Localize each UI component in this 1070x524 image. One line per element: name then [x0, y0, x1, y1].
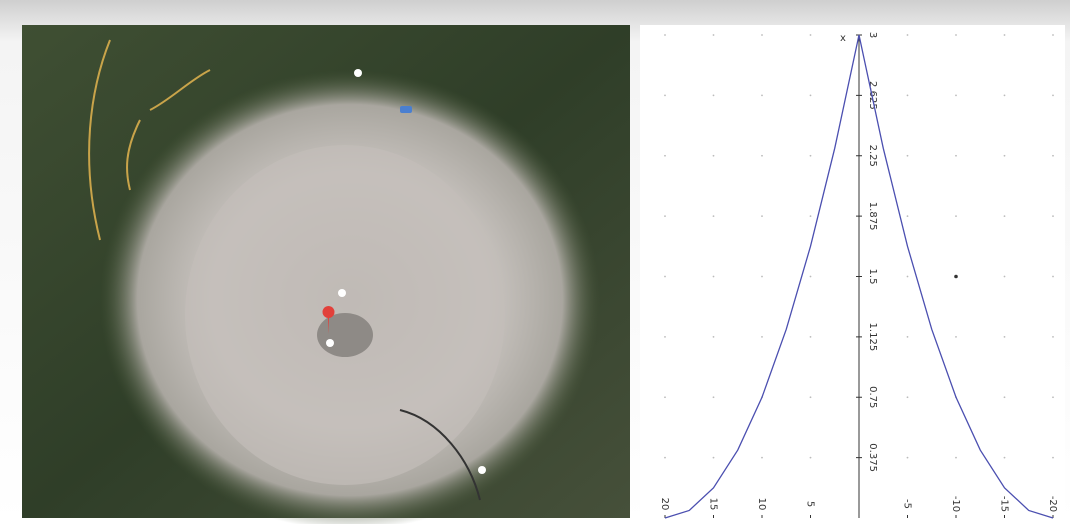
map	[22, 25, 630, 524]
grid-dot	[1052, 396, 1054, 398]
grid-dot	[664, 34, 666, 36]
page: x 0.3750.751.1251.51.8752.252.6253201510…	[0, 0, 1070, 524]
y-tick-label: 3	[867, 32, 878, 38]
grid-dot	[1004, 276, 1006, 278]
grid-dot	[1004, 34, 1006, 36]
x-tick-label: -20	[1047, 496, 1058, 512]
grid-dot	[955, 336, 957, 338]
grid-dot	[1052, 457, 1054, 459]
grid-dot	[664, 276, 666, 278]
map-marker	[400, 106, 412, 113]
plot-area	[640, 25, 1065, 518]
map-marker	[478, 466, 486, 474]
y-tick-label: 1.875	[867, 202, 878, 231]
grid-dot	[761, 457, 763, 459]
grid-dot	[1052, 336, 1054, 338]
grid-dot	[761, 155, 763, 157]
grid-dot	[810, 336, 812, 338]
grid-dot	[955, 457, 957, 459]
grid-dot	[713, 276, 715, 278]
grid-dot	[713, 94, 715, 96]
grid-dot	[713, 215, 715, 217]
y-tick-label: 0.375	[867, 443, 878, 472]
grid-dot	[1004, 396, 1006, 398]
grid-dot	[907, 457, 909, 459]
grid-dot	[761, 336, 763, 338]
grid-dot	[907, 276, 909, 278]
x-label: x	[840, 33, 846, 44]
grid-dot	[907, 94, 909, 96]
map-marker	[338, 289, 346, 297]
map-marker	[354, 69, 362, 77]
y-tick-label: 1.5	[867, 269, 878, 285]
grid-dot	[810, 34, 812, 36]
x-tick-label: -10	[950, 496, 961, 512]
grid-dot	[1004, 457, 1006, 459]
grid-dot	[810, 155, 812, 157]
grid-dot	[810, 94, 812, 96]
grid-dot	[761, 276, 763, 278]
grid-dot	[1052, 34, 1054, 36]
y-tick-label: 1.125	[867, 323, 878, 352]
y-tick-label: 0.75	[867, 386, 878, 408]
grid-dot	[664, 396, 666, 398]
x-tick-label: 10	[756, 498, 767, 511]
grid-dot	[761, 94, 763, 96]
grid-dot	[955, 215, 957, 217]
grid-dot	[713, 396, 715, 398]
grid-dot	[664, 215, 666, 217]
grid-dot	[907, 215, 909, 217]
grid-dot	[713, 457, 715, 459]
grid-dot	[810, 396, 812, 398]
grid-dot	[664, 94, 666, 96]
grid-dot	[810, 457, 812, 459]
grid-dot	[1052, 94, 1054, 96]
grid-dot	[761, 34, 763, 36]
grid-dot	[810, 276, 812, 278]
grid-dot	[664, 336, 666, 338]
grid-dot	[1004, 336, 1006, 338]
x-tick-label: 5	[805, 501, 816, 507]
grid-dot	[664, 457, 666, 459]
grid-dot	[955, 34, 957, 36]
grid-dot	[1052, 155, 1054, 157]
grid-dot	[907, 155, 909, 157]
x-tick-label: 15	[708, 498, 719, 511]
grid-dot	[907, 34, 909, 36]
x-tick-label: 20	[659, 498, 670, 511]
grid-dot	[907, 336, 909, 338]
grid-dot	[1004, 215, 1006, 217]
grid-dot	[907, 396, 909, 398]
grid-dot	[955, 155, 957, 157]
grid-dot	[713, 155, 715, 157]
grid-dot	[761, 215, 763, 217]
screen: x 0.3750.751.1251.51.8752.252.6253201510…	[0, 0, 1070, 524]
grid-dot	[1004, 94, 1006, 96]
grid-dot	[713, 34, 715, 36]
grid-dot	[1052, 276, 1054, 278]
grid-dot	[810, 215, 812, 217]
crater	[317, 313, 373, 357]
grid-dot	[1004, 155, 1006, 157]
x-tick-label: -5	[902, 499, 913, 509]
grid-dot	[1052, 215, 1054, 217]
map-marker	[326, 339, 334, 347]
grid-dot	[664, 155, 666, 157]
point	[954, 275, 958, 279]
y-tick-label: 2.25	[867, 145, 878, 167]
grid-dot	[713, 336, 715, 338]
grid-dot	[955, 94, 957, 96]
x-tick-label: -15	[999, 496, 1010, 512]
